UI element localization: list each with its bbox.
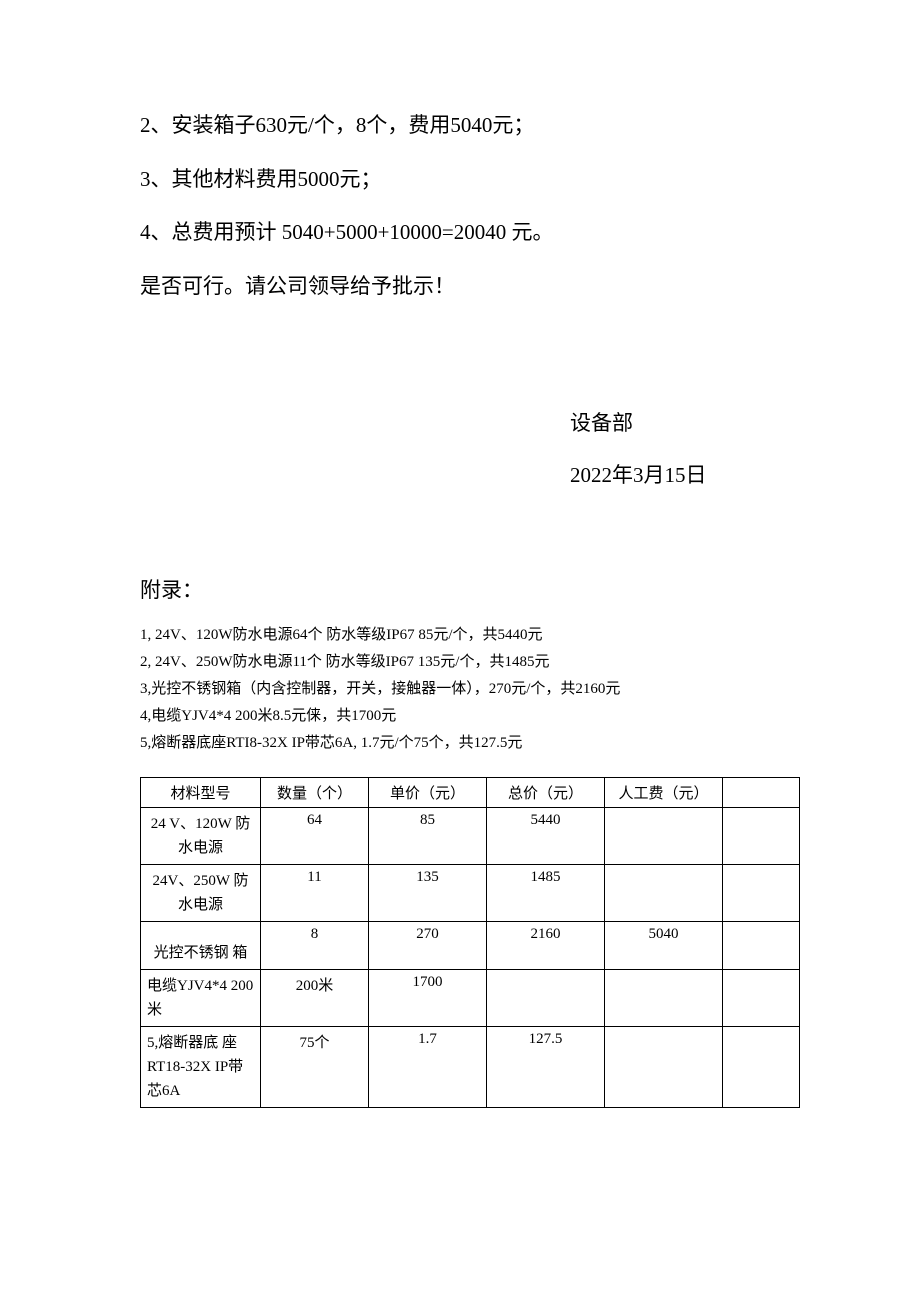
cell-labor	[605, 970, 723, 1027]
cell-qty: 200米	[261, 970, 369, 1027]
signature-date: 2022年3月15日	[570, 459, 800, 489]
appendix-title: 附录：	[140, 574, 800, 604]
header-total-price: 总价（元）	[487, 778, 605, 808]
appendix-item-1: 1, 24V、120W防水电源64个 防水等级IP67 85元/个，共5440元	[140, 622, 800, 649]
cell-unit-price: 1700	[369, 970, 487, 1027]
body-paragraph-3: 3、其他材料费用5000元；	[140, 164, 800, 196]
header-labor: 人工费（元）	[605, 778, 723, 808]
table-header-row: 材料型号 数量（个） 单价（元） 总价（元） 人工费（元）	[141, 778, 800, 808]
appendix-item-4: 4,电缆YJV4*4 200米8.5元俫，共1700元	[140, 703, 800, 730]
appendix-item-3: 3,光控不锈钢箱（内含控制器，开关，接触器一体），270元/个，共2160元	[140, 676, 800, 703]
cell-unit-price: 135	[369, 865, 487, 922]
cell-blank	[723, 808, 800, 865]
cell-total-price	[487, 970, 605, 1027]
cell-model: 5,熔断器底 座RT18-32X IP带芯6A	[141, 1027, 261, 1108]
cell-model: 光控不锈钢 箱	[141, 922, 261, 970]
header-qty: 数量（个）	[261, 778, 369, 808]
body-paragraph-4: 4、总费用预计 5040+5000+10000=20040 元。	[140, 217, 800, 249]
cell-model: 电缆YJV4*4 200米	[141, 970, 261, 1027]
cell-total-price: 5440	[487, 808, 605, 865]
cell-model: 24 V、120W 防水电源	[141, 808, 261, 865]
signature-department: 设备部	[570, 407, 800, 437]
cell-blank	[723, 970, 800, 1027]
cell-total-price: 127.5	[487, 1027, 605, 1108]
table-row: 5,熔断器底 座RT18-32X IP带芯6A 75个 1.7 127.5	[141, 1027, 800, 1108]
header-model: 材料型号	[141, 778, 261, 808]
header-blank	[723, 778, 800, 808]
cell-qty: 75个	[261, 1027, 369, 1108]
cell-qty: 8	[261, 922, 369, 970]
cell-unit-price: 85	[369, 808, 487, 865]
table-row: 电缆YJV4*4 200米 200米 1700	[141, 970, 800, 1027]
body-paragraph-2: 2、安装箱子630元/个，8个，费用5040元；	[140, 110, 800, 142]
cell-qty: 64	[261, 808, 369, 865]
header-unit-price: 单价（元）	[369, 778, 487, 808]
cell-blank	[723, 865, 800, 922]
cell-total-price: 1485	[487, 865, 605, 922]
appendix-item-5: 5,熔断器底座RTI8-32X IP带芯6A, 1.7元/个75个，共127.5…	[140, 730, 800, 757]
cell-labor	[605, 1027, 723, 1108]
cell-total-price: 2160	[487, 922, 605, 970]
signature-block: 设备部 2022年3月15日	[140, 407, 800, 489]
cell-unit-price: 270	[369, 922, 487, 970]
table-row: 24 V、120W 防水电源 64 85 5440	[141, 808, 800, 865]
cell-labor	[605, 865, 723, 922]
cell-labor: 5040	[605, 922, 723, 970]
body-closing: 是否可行。请公司领导给予批示！	[140, 271, 800, 303]
appendix-item-2: 2, 24V、250W防水电源11个 防水等级IP67 135元/个，共1485…	[140, 649, 800, 676]
cell-qty: 11	[261, 865, 369, 922]
table-row: 光控不锈钢 箱 8 270 2160 5040	[141, 922, 800, 970]
cell-model: 24V、250W 防水电源	[141, 865, 261, 922]
cell-unit-price: 1.7	[369, 1027, 487, 1108]
cell-labor	[605, 808, 723, 865]
materials-table: 材料型号 数量（个） 单价（元） 总价（元） 人工费（元） 24 V、120W …	[140, 777, 800, 1108]
table-row: 24V、250W 防水电源 11 135 1485	[141, 865, 800, 922]
cell-blank	[723, 922, 800, 970]
cell-blank	[723, 1027, 800, 1108]
